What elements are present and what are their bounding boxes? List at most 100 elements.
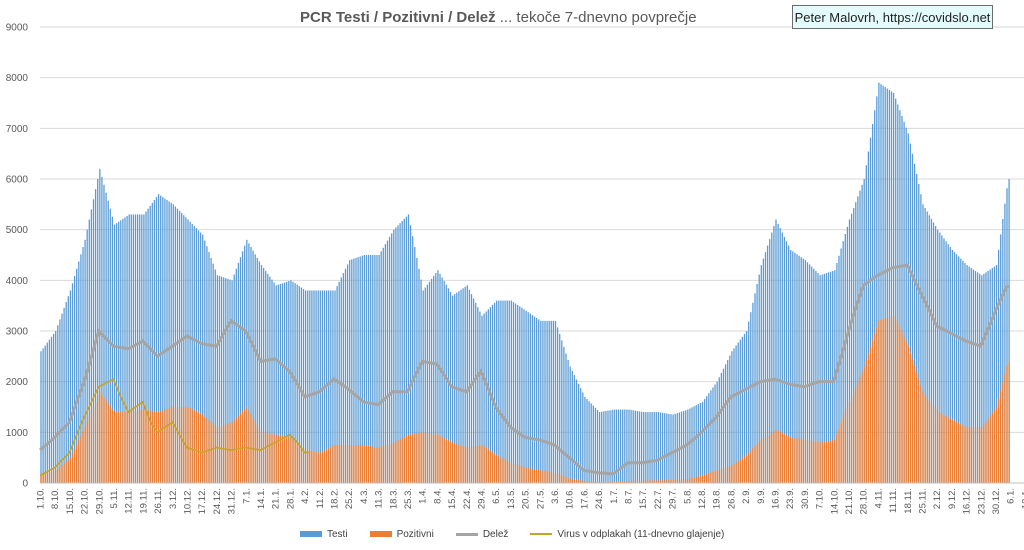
bar-testi — [588, 401, 590, 483]
bar-testi — [281, 283, 284, 483]
bar-pozitivni — [645, 480, 647, 483]
bar-pozitivni — [139, 410, 141, 483]
bar-testi — [674, 413, 676, 483]
bar-testi — [485, 311, 487, 483]
bar-testi — [92, 199, 95, 483]
bar-pozitivni — [916, 372, 918, 483]
bar-testi — [580, 388, 582, 483]
bar-pozitivni — [638, 480, 641, 483]
x-tick-label: 25.11. — [918, 488, 929, 514]
bar-pozitivni — [958, 422, 960, 483]
bar-testi — [330, 290, 332, 483]
bar-pozitivni — [376, 447, 378, 483]
bar-testi — [934, 226, 937, 484]
bar-testi — [239, 257, 242, 483]
bar-testi — [691, 407, 693, 483]
bar-pozitivni — [162, 410, 164, 483]
bar-testi — [46, 342, 48, 483]
bar-pozitivni — [960, 424, 962, 483]
bar-testi — [229, 279, 231, 483]
bar-pozitivni — [983, 424, 985, 483]
bar-testi — [890, 91, 893, 484]
bar-testi — [67, 296, 69, 483]
bar-pozitivni — [668, 480, 670, 483]
bar-testi — [769, 239, 771, 483]
bar-pozitivni — [399, 439, 401, 483]
bar-pozitivni — [265, 433, 267, 483]
bar-pozitivni — [319, 452, 321, 483]
bar-testi — [176, 208, 179, 483]
bar-testi — [397, 225, 399, 483]
bar-pozitivni — [842, 418, 844, 483]
bar-pozitivni — [804, 439, 807, 483]
x-tick-label: 19.8. — [712, 488, 723, 509]
bar-pozitivni — [99, 391, 101, 483]
bar-testi — [974, 270, 977, 483]
bar-testi — [613, 409, 615, 483]
bar-pozitivni — [479, 445, 481, 483]
bar-testi — [888, 89, 891, 483]
bar-pozitivni — [863, 366, 865, 483]
bar-pozitivni — [619, 481, 622, 483]
bar-pozitivni — [857, 381, 859, 483]
bar-pozitivni — [397, 440, 399, 483]
bar-pozitivni — [367, 445, 370, 483]
bar-testi — [290, 280, 292, 483]
bar-pozitivni — [865, 359, 867, 483]
x-tick-label: 18.2. — [330, 488, 341, 509]
bar-testi — [162, 197, 164, 483]
x-tick-label: 27.5. — [535, 488, 546, 509]
bar-pozitivni — [930, 403, 933, 483]
bar-pozitivni — [632, 480, 634, 483]
bar-pozitivni — [86, 422, 88, 483]
bar-testi — [554, 320, 557, 483]
bar-testi — [372, 255, 374, 483]
bar-pozitivni — [836, 434, 838, 483]
bar-testi — [968, 266, 970, 483]
bar-testi — [926, 211, 928, 483]
y-tick-label: 5000 — [6, 225, 29, 236]
bar-pozitivni — [695, 476, 697, 483]
series-pozitivni-bars — [40, 315, 1010, 483]
x-tick-label: 6.1. — [1006, 488, 1017, 504]
bar-testi — [1002, 218, 1004, 484]
bar-pozitivni — [309, 450, 311, 483]
bar-testi — [964, 262, 966, 483]
bar-pozitivni — [722, 468, 725, 483]
bar-testi — [216, 275, 219, 483]
bar-pozitivni — [981, 427, 983, 483]
bar-testi — [916, 173, 918, 483]
bar-pozitivni — [613, 481, 615, 483]
bar-testi — [741, 336, 744, 483]
bar-pozitivni — [531, 468, 534, 483]
bar-testi — [800, 257, 802, 483]
bar-pozitivni — [691, 477, 693, 483]
bar-pozitivni — [248, 410, 250, 483]
x-tick-label: 23.9. — [785, 488, 796, 509]
bar-pozitivni — [580, 480, 582, 483]
bar-pozitivni — [783, 434, 786, 483]
bar-pozitivni — [913, 365, 916, 483]
legend-label-testi: Testi — [327, 528, 348, 540]
bar-testi — [118, 221, 120, 483]
bar-testi — [187, 219, 189, 483]
bar-pozitivni — [685, 479, 687, 483]
bar-pozitivni — [323, 450, 326, 483]
bar-pozitivni — [657, 480, 660, 483]
bar-pozitivni — [903, 337, 905, 483]
bar-pozitivni — [867, 353, 870, 483]
bar-testi — [244, 245, 246, 483]
y-tick-label: 2000 — [6, 377, 29, 388]
bar-testi — [393, 229, 395, 483]
x-tick-label: 24.6. — [594, 488, 605, 509]
bar-pozitivni — [393, 442, 395, 483]
bar-pozitivni — [340, 445, 342, 483]
bar-pozitivni — [153, 411, 156, 483]
bar-testi — [586, 399, 588, 483]
bar-testi — [132, 214, 135, 483]
bar-pozitivni — [567, 478, 569, 483]
bar-testi — [649, 412, 651, 483]
bar-pozitivni — [292, 439, 294, 483]
bar-testi — [78, 261, 80, 483]
bar-testi — [321, 290, 324, 483]
